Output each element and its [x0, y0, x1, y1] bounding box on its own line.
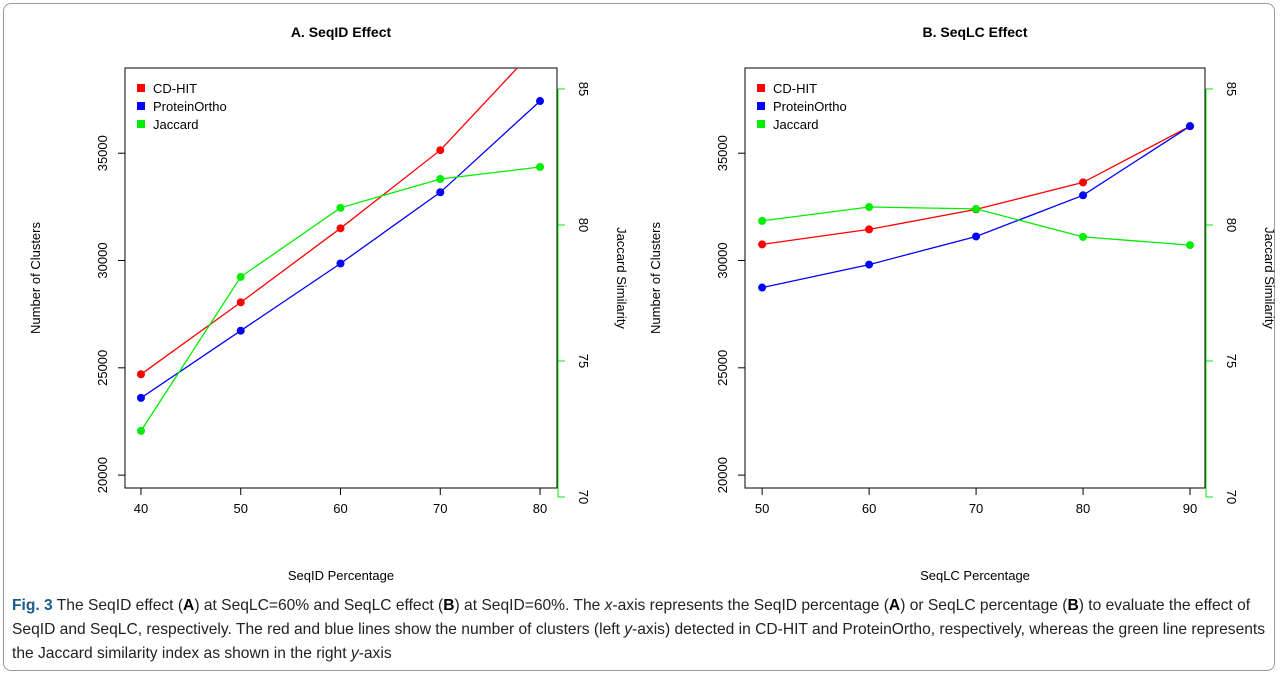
y2-tick-label: 85: [1224, 82, 1239, 96]
data-point: [336, 224, 345, 233]
data-point: [536, 97, 545, 106]
caption-text: The SeqID effect (: [52, 597, 184, 614]
charts: A. SeqID Effect SeqID Percentage Number of…: [28, 24, 1277, 583]
y-tick-label: 25000: [715, 350, 730, 386]
x-tick-label: 70: [969, 501, 983, 516]
data-point: [1079, 191, 1088, 200]
legend-label: ProteinOrtho: [773, 99, 847, 114]
data-point: [758, 240, 767, 249]
legend-swatch: [137, 120, 145, 128]
y2-tick-label: 75: [1224, 354, 1239, 368]
data-point: [236, 272, 245, 281]
legend-swatch: [757, 120, 765, 128]
y2-tick-label: 75: [576, 354, 591, 368]
data-point: [865, 225, 874, 234]
caption-italic: y: [624, 621, 633, 638]
caption-italic: x: [604, 597, 613, 614]
legend-swatch: [137, 84, 145, 92]
y2-tick-label: 85: [576, 82, 591, 96]
plot-frame: [744, 67, 1206, 489]
caption-ref: B: [1067, 597, 1079, 614]
series-line: [140, 100, 541, 399]
caption-ref: A: [888, 597, 901, 614]
caption-text: -axis represents the SeqID percentage (: [612, 597, 889, 614]
data-point: [436, 174, 445, 183]
x-tick-label: 60: [333, 501, 347, 516]
caption-italic: y: [350, 645, 359, 662]
caption-ref: A: [183, 597, 195, 614]
series-line: [762, 125, 1191, 246]
y-tick-label: 20000: [95, 457, 110, 493]
caption: Fig. 3 The SeqID effect (A) at SeqLC=60%…: [12, 594, 1274, 666]
y2-axis-label: Jaccard Similarity: [614, 227, 629, 329]
x-tick-label: 60: [862, 501, 876, 516]
x-axis-label: SeqID Percentage: [288, 568, 394, 583]
legend-label: Jaccard: [773, 117, 819, 132]
caption-text: -axis: [358, 645, 392, 662]
data-point: [865, 203, 874, 212]
y2-tick-label: 80: [576, 218, 591, 232]
y-axis-label: Number of Clusters: [648, 222, 663, 334]
data-point: [136, 393, 145, 402]
data-point: [336, 203, 345, 212]
y2-tick-label: 80: [1224, 218, 1239, 232]
data-point: [758, 283, 767, 292]
data-point: [758, 216, 767, 225]
x-tick-label: 50: [233, 501, 247, 516]
y-tick-label: 30000: [715, 242, 730, 278]
y2-tick-label: 70: [1224, 490, 1239, 504]
caption-ref: B: [443, 597, 455, 614]
y-tick-label: 35000: [715, 135, 730, 171]
x-axis-label: SeqLC Percentage: [920, 568, 1030, 583]
x-tick-label: 80: [1076, 501, 1090, 516]
x-tick-label: 70: [433, 501, 447, 516]
data-point: [536, 163, 545, 172]
y-tick-label: 25000: [95, 350, 110, 386]
data-point: [436, 146, 445, 155]
caption-text: ) or SeqLC percentage (: [900, 597, 1068, 614]
data-point: [136, 426, 145, 435]
data-point: [1186, 241, 1195, 250]
data-point: [1079, 232, 1088, 241]
y-tick-label: 30000: [95, 242, 110, 278]
legend-label: ProteinOrtho: [153, 99, 227, 114]
x-tick-label: 80: [533, 501, 547, 516]
legend-swatch: [757, 102, 765, 110]
y2-axis-label: Jaccard Similarity: [1262, 227, 1277, 329]
data-point: [236, 298, 245, 307]
data-point: [336, 259, 345, 268]
caption-label: Fig. 3: [12, 597, 53, 614]
legend-swatch: [137, 102, 145, 110]
data-point: [1079, 178, 1088, 187]
caption-text: -axis) detected in CD-HIT and ProteinOrt…: [12, 621, 1266, 662]
chart-title: B. SeqLC Effect: [922, 24, 1027, 40]
data-point: [1186, 122, 1195, 131]
caption-text: ) at SeqID=60%. The: [454, 597, 605, 614]
caption-text: ) at SeqLC=60% and SeqLC effect (: [194, 597, 444, 614]
y2-tick-label: 70: [576, 490, 591, 504]
data-point: [236, 326, 245, 335]
legend-label: CD-HIT: [773, 81, 817, 96]
data-point: [136, 370, 145, 379]
legend-label: CD-HIT: [153, 81, 197, 96]
chart-title: A. SeqID Effect: [291, 24, 392, 40]
data-point: [972, 232, 981, 241]
figure-frame: [3, 3, 1275, 671]
x-tick-label: 50: [755, 501, 769, 516]
y-tick-label: 20000: [715, 457, 730, 493]
x-tick-label: 90: [1183, 501, 1197, 516]
data-point: [865, 260, 874, 269]
data-point: [972, 204, 981, 213]
y-tick-label: 35000: [95, 135, 110, 171]
y-axis-label: Number of Clusters: [28, 222, 43, 334]
data-point: [436, 188, 445, 197]
x-tick-label: 40: [134, 501, 148, 516]
legend-label: Jaccard: [153, 117, 199, 132]
legend-swatch: [757, 84, 765, 92]
caption-text: ) to evaluate the effect of SeqID and Se…: [12, 597, 1251, 638]
